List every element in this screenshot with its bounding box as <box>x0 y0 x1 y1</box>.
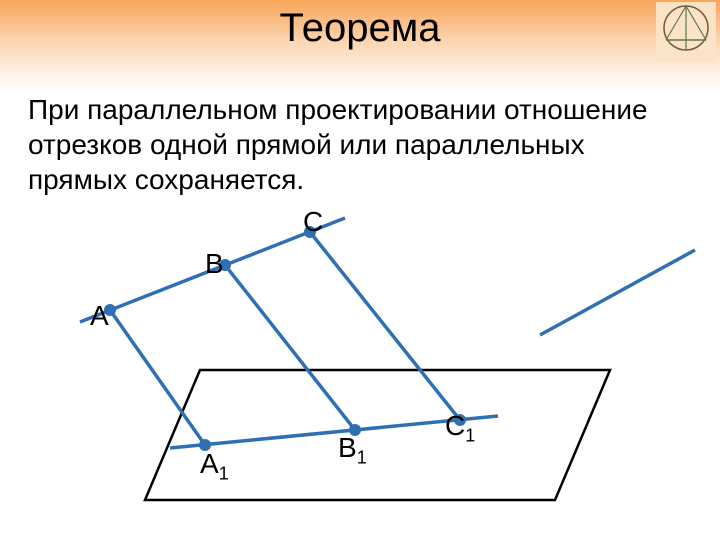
proj-B-B1 <box>225 265 355 430</box>
proj-A-A1 <box>110 310 205 445</box>
proj-C-C1 <box>310 232 460 420</box>
label-C: C <box>303 206 323 238</box>
label-A: A <box>90 300 109 332</box>
label-B1: B1 <box>338 432 367 469</box>
direction-line <box>540 250 695 335</box>
label-B: B <box>205 248 224 280</box>
label-A1: A1 <box>200 448 229 485</box>
label-C1: C1 <box>445 410 475 447</box>
